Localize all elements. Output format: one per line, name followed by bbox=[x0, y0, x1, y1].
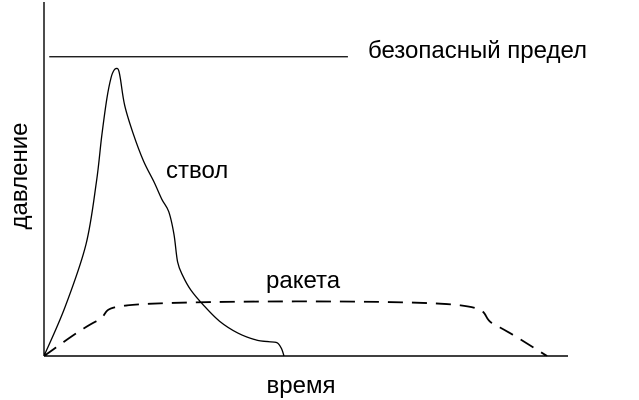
x-axis-label: время bbox=[267, 372, 336, 399]
series-barrel-curve bbox=[43, 67, 285, 357]
y-axis-label: давление bbox=[6, 123, 33, 230]
series-rocket-curve bbox=[43, 300, 548, 357]
annotation-safe-limit: безопасный предел bbox=[368, 37, 587, 64]
annotation-barrel: ствол bbox=[166, 157, 228, 184]
series-layer bbox=[43, 56, 548, 357]
annotation-rocket: ракета bbox=[266, 267, 341, 294]
